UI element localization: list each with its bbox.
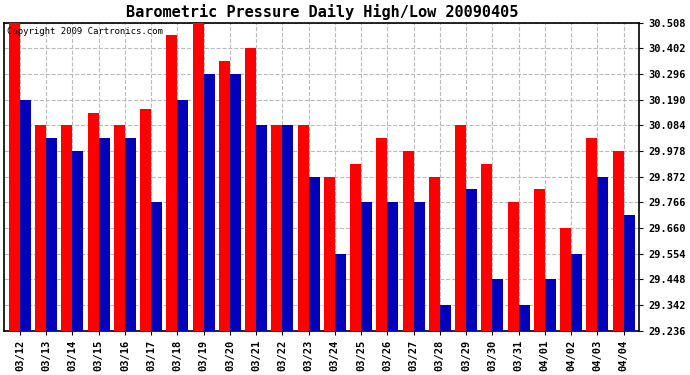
Bar xyxy=(282,125,293,330)
Bar xyxy=(193,23,204,330)
Bar xyxy=(125,138,136,330)
Bar xyxy=(534,189,545,330)
Bar xyxy=(586,138,598,330)
Bar xyxy=(324,177,335,330)
Bar xyxy=(20,100,31,330)
Text: Copyright 2009 Cartronics.com: Copyright 2009 Cartronics.com xyxy=(8,27,164,36)
Bar xyxy=(361,202,372,330)
Bar xyxy=(99,138,110,330)
Bar xyxy=(177,100,188,330)
Bar xyxy=(440,305,451,330)
Bar xyxy=(560,228,571,330)
Bar xyxy=(219,61,230,330)
Bar xyxy=(88,113,99,330)
Bar xyxy=(245,48,256,330)
Bar xyxy=(297,125,308,330)
Bar xyxy=(204,74,215,330)
Bar xyxy=(114,125,125,330)
Bar xyxy=(230,74,241,330)
Bar xyxy=(350,164,361,330)
Bar xyxy=(613,151,624,330)
Bar xyxy=(455,125,466,330)
Bar xyxy=(335,254,346,330)
Bar xyxy=(256,125,267,330)
Bar xyxy=(308,177,319,330)
Bar xyxy=(72,151,83,330)
Bar xyxy=(46,138,57,330)
Bar xyxy=(376,138,387,330)
Bar xyxy=(508,202,519,330)
Bar xyxy=(402,151,413,330)
Bar xyxy=(545,279,556,330)
Bar xyxy=(61,125,72,330)
Bar xyxy=(519,305,530,330)
Bar xyxy=(493,279,503,330)
Bar xyxy=(35,125,46,330)
Bar xyxy=(598,177,609,330)
Bar xyxy=(166,35,177,330)
Title: Barometric Pressure Daily High/Low 20090405: Barometric Pressure Daily High/Low 20090… xyxy=(126,4,518,20)
Bar xyxy=(413,202,424,330)
Bar xyxy=(271,125,282,330)
Bar xyxy=(466,189,477,330)
Bar xyxy=(624,215,635,330)
Bar xyxy=(140,110,151,330)
Bar xyxy=(482,164,493,330)
Bar xyxy=(9,23,20,330)
Bar xyxy=(387,202,398,330)
Bar xyxy=(428,177,440,330)
Bar xyxy=(571,254,582,330)
Bar xyxy=(151,202,162,330)
